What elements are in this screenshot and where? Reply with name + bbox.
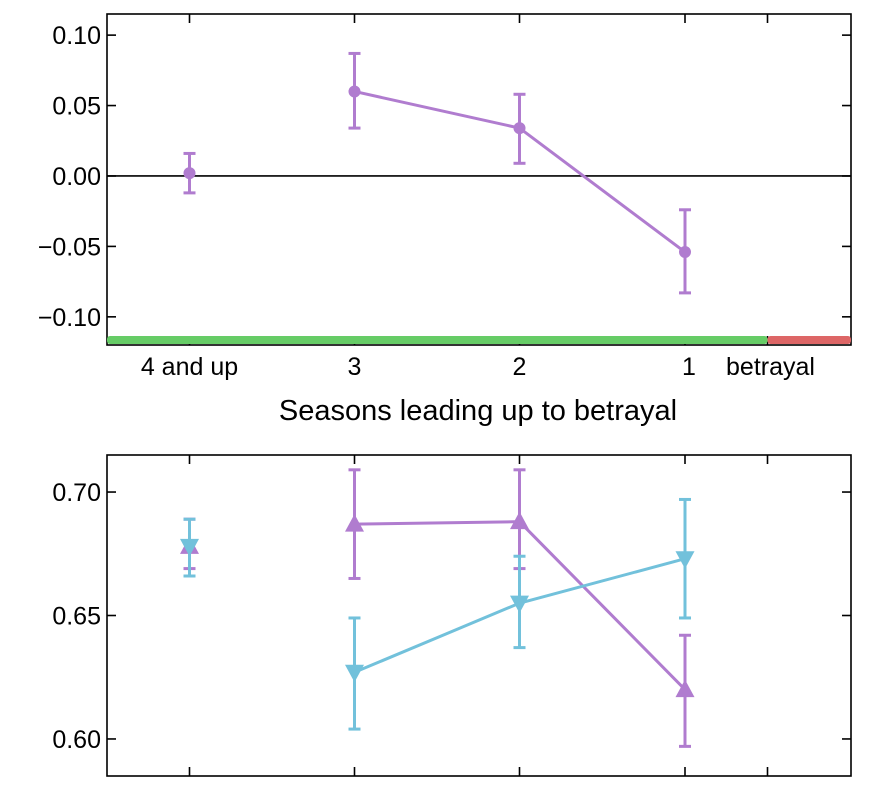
data-point bbox=[180, 538, 199, 557]
data-point bbox=[345, 664, 364, 683]
y-tick-label: −0.10 bbox=[38, 304, 101, 332]
data-point bbox=[513, 122, 526, 135]
x-tick-label: 2 bbox=[513, 353, 527, 381]
x-axis-title: Seasons leading up to betrayal bbox=[279, 395, 677, 427]
data-point bbox=[510, 595, 529, 614]
y-tick-label: 0.00 bbox=[52, 163, 101, 191]
data-point bbox=[679, 246, 691, 259]
data-point bbox=[348, 85, 361, 98]
data-point bbox=[345, 514, 364, 532]
y-tick-label: 0.10 bbox=[52, 22, 101, 50]
x-tick-label: 3 bbox=[348, 353, 362, 381]
y-tick-label: 0.05 bbox=[52, 93, 101, 121]
plot-frame bbox=[106, 13, 852, 346]
x-tick-label: 4 and up bbox=[141, 353, 238, 381]
data-point bbox=[675, 551, 695, 569]
x-tick-label: 1 bbox=[682, 353, 696, 381]
y-tick-label: 0.60 bbox=[52, 726, 101, 754]
y-tick-label: 0.65 bbox=[52, 603, 101, 631]
phase-bar-before bbox=[107, 336, 768, 344]
plot-frame bbox=[106, 454, 852, 777]
y-tick-label: 0.70 bbox=[52, 479, 101, 507]
data-point bbox=[183, 167, 196, 180]
data-point bbox=[675, 679, 695, 698]
phase-bar-betrayal bbox=[767, 336, 851, 344]
y-tick-label: −0.05 bbox=[38, 233, 101, 261]
bottom-panel: 0.70 0.65 0.60 bbox=[52, 454, 852, 777]
top-panel: 0.10 0.05 0.00 −0.05 −0.10 4 and up 3 2 1 betraya… bbox=[38, 13, 852, 381]
data-point bbox=[510, 511, 529, 530]
x-tick-label: betrayal bbox=[726, 353, 815, 381]
